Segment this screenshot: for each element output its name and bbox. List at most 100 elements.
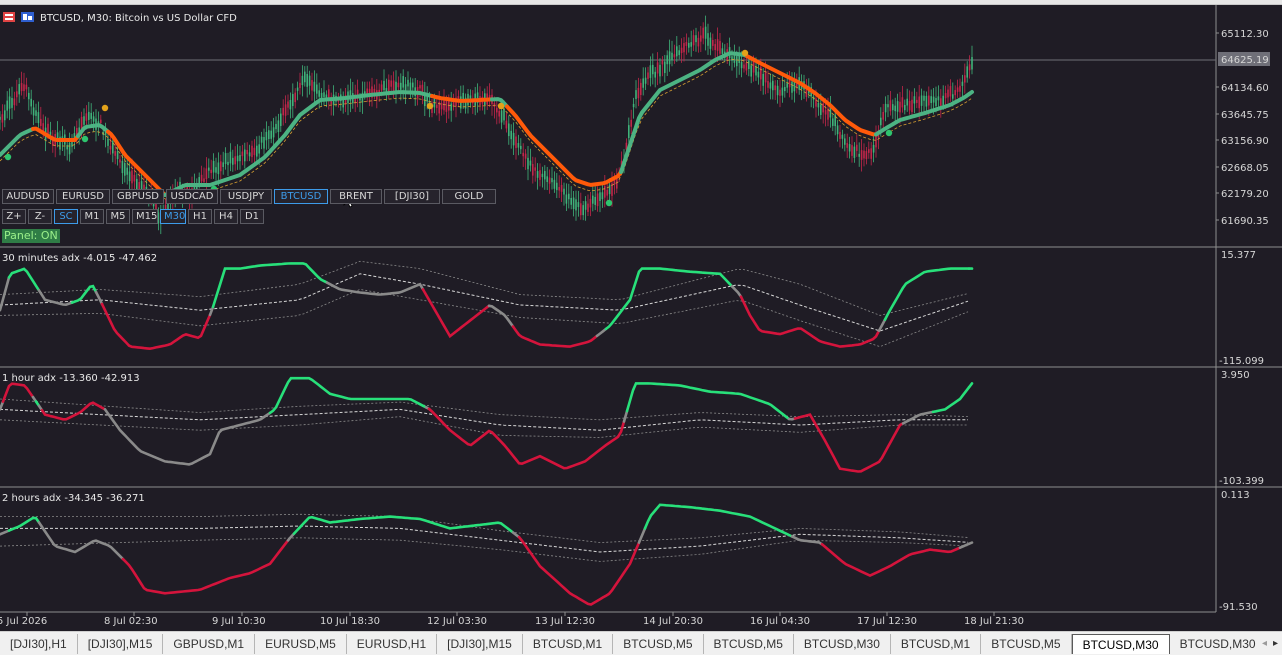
symbol-button-eurusd[interactable]: EURUSD	[56, 189, 110, 204]
scale-button[interactable]: SC	[54, 209, 78, 224]
candle-body	[560, 185, 563, 192]
candle-body	[294, 92, 296, 103]
candle-body	[464, 97, 467, 109]
timeframe-button-m30[interactable]: M30	[160, 209, 186, 224]
symbol-button-usdcad[interactable]: USDCAD	[166, 189, 218, 204]
zoom-in-button[interactable]: Z+	[2, 209, 26, 224]
candle-body	[779, 89, 781, 96]
chart-tab[interactable]: GBPUSD,M1	[163, 634, 256, 654]
adx-1h-label: 1 hour adx -13.360 -42.913	[2, 373, 140, 384]
candle-body	[126, 167, 128, 175]
candle-body	[592, 195, 594, 204]
candle-body	[596, 193, 599, 207]
chart-tab[interactable]: [DJI30],H1	[0, 634, 78, 654]
candle-body	[320, 92, 323, 101]
candle-body	[395, 81, 397, 94]
candle-body	[268, 130, 270, 140]
candle-body	[851, 145, 853, 156]
symbol-button-btcusd[interactable]: BTCUSD	[274, 189, 328, 204]
candle-body	[829, 106, 832, 118]
candle-body	[894, 105, 896, 112]
candle-body	[652, 64, 654, 75]
symbol-button-gold[interactable]: GOLD	[442, 189, 496, 204]
candle-body	[13, 98, 16, 106]
candle-body	[421, 84, 424, 95]
symbol-button-audusd[interactable]: AUDUSD	[2, 189, 54, 204]
candle-body	[971, 57, 973, 70]
chart-tab[interactable]: [DJI30],M15	[78, 634, 164, 654]
candle-body	[229, 151, 232, 164]
candle-body	[11, 98, 13, 108]
candle-body	[155, 201, 157, 212]
chart-tab[interactable]: BTCUSD,M30	[1071, 634, 1170, 654]
chart-tab[interactable]: BTCUSD,M5	[981, 634, 1072, 654]
timeframe-button-m15[interactable]: M15	[132, 209, 158, 224]
zoom-out-button[interactable]: Z-	[28, 209, 52, 224]
symbol-button-usdjpy[interactable]: USDJPY	[220, 189, 272, 204]
timeframe-button-h4[interactable]: H4	[214, 209, 238, 224]
trend-ma-segment	[745, 54, 878, 137]
symbol-button-gbpusd[interactable]: GBPUSD	[112, 189, 164, 204]
chart-area[interactable]: BTCUSD, M30: Bitcoin vs US Dollar CFD 65…	[0, 5, 1282, 631]
chart-tab[interactable]: EURUSD,H1	[347, 634, 438, 654]
symbol-button-dji30[interactable]: [DJI30]	[384, 189, 440, 204]
symbol-buttons-row: AUDUSD EURUSD GBPUSD USDCAD USDJPY BTCUSD BREN…	[2, 189, 496, 204]
oscillator-line-segment	[37, 289, 74, 307]
oscillator-line-segment	[0, 276, 11, 312]
time-axis-label: 8 Jul 02:30	[104, 616, 158, 627]
candle-body	[824, 110, 827, 115]
scroll-left-icon[interactable]: ◂	[1261, 638, 1267, 649]
chart-tab[interactable]: [DJI30],M15	[437, 634, 523, 654]
chart-tab[interactable]: BTCUSD,M5	[704, 634, 794, 654]
candle-body	[280, 113, 282, 126]
candle-body	[90, 112, 92, 119]
candle-body	[323, 92, 325, 98]
candle-body	[757, 71, 760, 78]
timeframe-button-h1[interactable]: H1	[188, 209, 212, 224]
candle-body	[527, 157, 529, 170]
candle-body	[203, 178, 205, 182]
scroll-right-icon[interactable]: ▸	[1272, 638, 1278, 649]
chart-tab[interactable]: BTCUSD,M30	[1170, 634, 1267, 654]
candle-body	[712, 39, 714, 46]
symbol-button-brent[interactable]: BRENT	[330, 189, 382, 204]
candle-body	[277, 120, 280, 133]
chart-tab[interactable]: BTCUSD,M1	[891, 634, 982, 654]
candle-body	[786, 83, 788, 88]
chart-tab[interactable]: BTCUSD,M30	[794, 634, 891, 654]
candle-body	[520, 145, 522, 150]
price-axis-label: 64134.60	[1221, 83, 1269, 94]
chart-tab[interactable]: EURUSD,M5	[255, 634, 347, 654]
time-axis-label: 17 Jul 12:30	[857, 616, 917, 627]
chart-tabs-bar: [DJI30],H1 [DJI30],M15 GBPUSD,M1 EURUSD,M5 E…	[0, 631, 1282, 655]
candle-body	[656, 62, 659, 74]
candle-body	[863, 150, 865, 159]
candle-body	[124, 163, 126, 176]
chart-tab[interactable]: BTCUSD,M5	[613, 634, 704, 654]
candle-body	[404, 84, 407, 94]
candle-body	[688, 42, 690, 48]
candle-body	[1, 114, 4, 123]
timeframe-button-d1[interactable]: D1	[240, 209, 264, 224]
candle-body	[133, 174, 136, 182]
candle-body	[546, 176, 548, 182]
timeframe-button-m5[interactable]: M5	[106, 209, 130, 224]
symbol-flag-icon	[21, 12, 34, 22]
candle-body	[647, 72, 649, 79]
chart-tabs: [DJI30],H1 [DJI30],M15 GBPUSD,M1 EURUSD,M5 E…	[0, 634, 1267, 654]
candle-body	[640, 82, 642, 95]
candle-body	[704, 26, 707, 39]
candle-body	[71, 141, 73, 147]
signal-marker-icon	[4, 153, 12, 161]
candle-body	[318, 90, 320, 97]
candle-body	[868, 149, 870, 153]
panel-status-toggle[interactable]: Panel: ON	[2, 229, 60, 243]
candle-body	[601, 192, 604, 200]
trend-ma-segment	[505, 104, 623, 187]
chart-tab[interactable]: BTCUSD,M1	[523, 634, 614, 654]
candle-body	[308, 75, 311, 86]
oscillator-band	[0, 273, 969, 332]
candle-body	[208, 167, 210, 171]
timeframe-button-m1[interactable]: M1	[80, 209, 104, 224]
candle-body	[440, 102, 443, 110]
